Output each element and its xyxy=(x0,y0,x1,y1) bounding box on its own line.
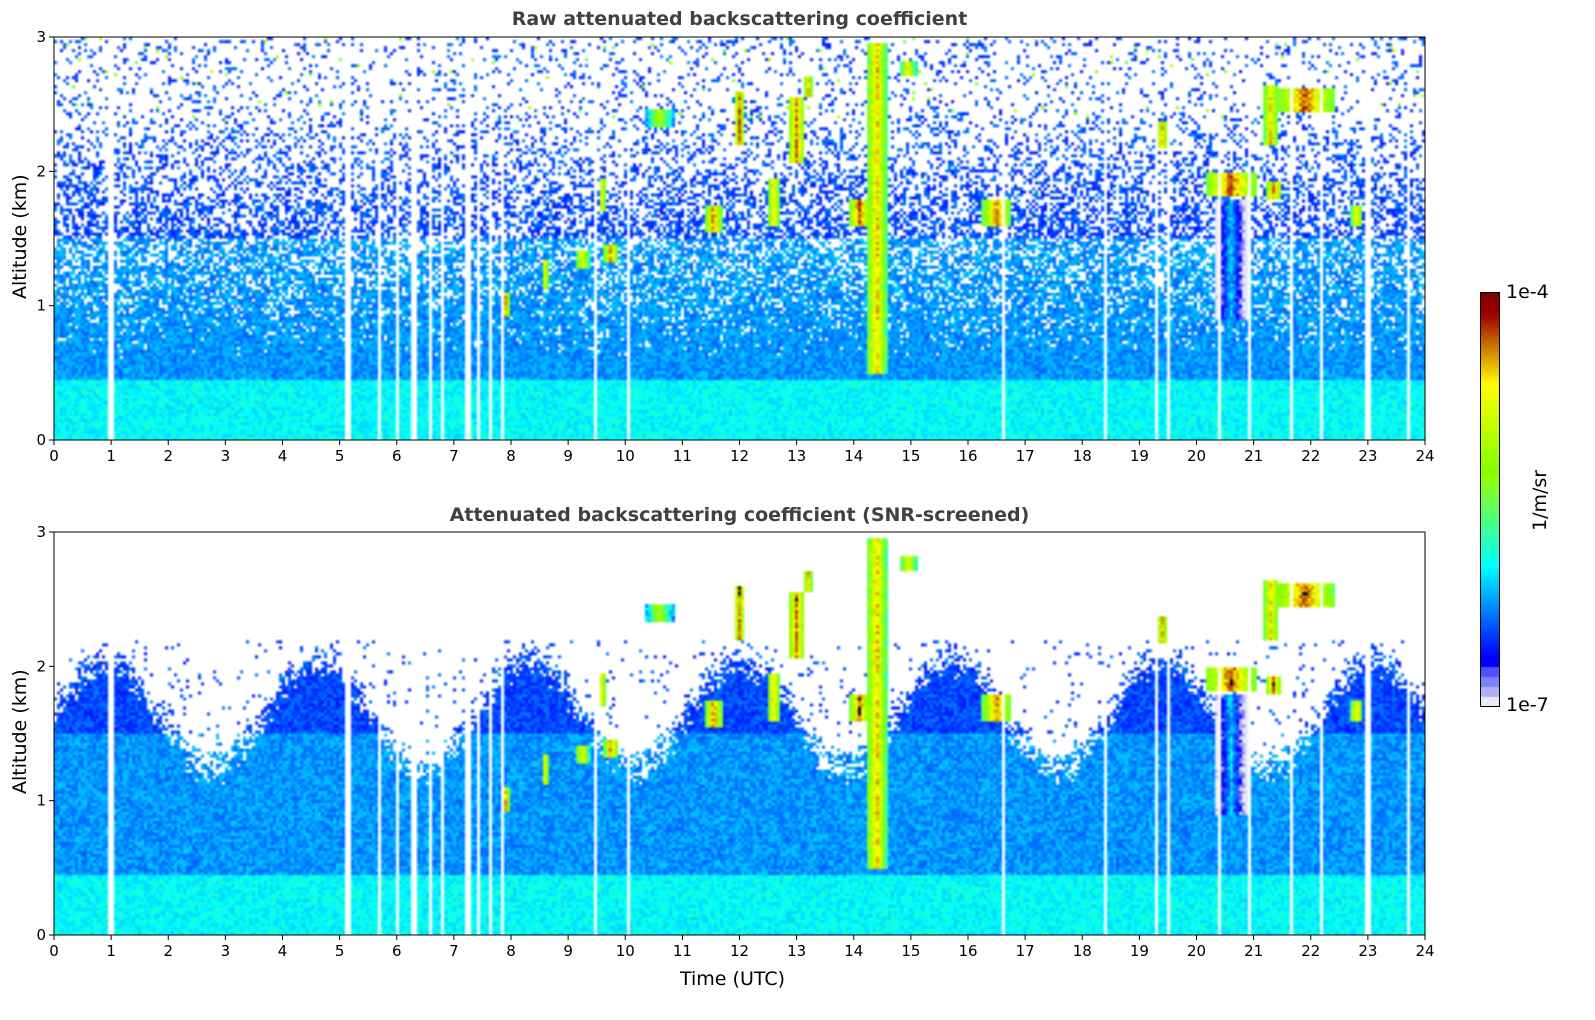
x-tick-label: 19 xyxy=(1130,447,1149,465)
x-tick-label: 21 xyxy=(1244,447,1263,465)
x-tick-label: 14 xyxy=(844,942,863,960)
x-tick-label: 1 xyxy=(106,447,116,465)
x-tick-label: 9 xyxy=(563,942,573,960)
x-tick-label: 9 xyxy=(563,447,573,465)
y-tick-label: 1 xyxy=(36,792,46,810)
x-tick-label: 4 xyxy=(278,942,288,960)
x-tick-label: 10 xyxy=(616,447,635,465)
y-tick-label: 2 xyxy=(36,162,46,180)
x-tick-label: 23 xyxy=(1358,942,1377,960)
x-tick-label: 6 xyxy=(392,942,402,960)
x-tick-label: 18 xyxy=(1073,942,1092,960)
x-tick-label: 18 xyxy=(1073,447,1092,465)
x-tick-label: 13 xyxy=(787,942,806,960)
colorbar-max-label: 1e-4 xyxy=(1506,281,1549,303)
x-tick-label: 6 xyxy=(392,447,402,465)
x-tick-label: 7 xyxy=(449,447,459,465)
x-tick-label: 15 xyxy=(901,942,920,960)
x-tick-label: 2 xyxy=(163,942,173,960)
x-tick-label: 3 xyxy=(221,942,231,960)
x-tick-label: 12 xyxy=(730,447,749,465)
x-tick-label: 22 xyxy=(1301,447,1320,465)
heatmap-screened xyxy=(54,532,1425,935)
y-tick-label: 1 xyxy=(36,297,46,315)
x-tick-label: 16 xyxy=(958,942,977,960)
x-tick-label: 5 xyxy=(335,942,345,960)
x-tick-label: 17 xyxy=(1016,942,1035,960)
y-tick-label: 3 xyxy=(36,523,46,541)
colorbar-min-label: 1e-7 xyxy=(1506,694,1549,716)
x-tick-label: 7 xyxy=(449,942,459,960)
x-tick-label: 17 xyxy=(1016,447,1035,465)
y-tick-label: 0 xyxy=(36,926,46,944)
x-tick-label: 10 xyxy=(616,942,635,960)
heatmap-raw xyxy=(54,37,1425,440)
x-tick-label: 16 xyxy=(958,447,977,465)
plot-frame xyxy=(53,531,1426,936)
chart-title-raw: Raw attenuated backscattering coefficien… xyxy=(511,8,968,30)
x-tick-label: 20 xyxy=(1187,447,1206,465)
x-tick-label: 20 xyxy=(1187,942,1206,960)
plot-frame xyxy=(53,36,1426,441)
colorbar xyxy=(1480,292,1500,707)
x-tick-label: 12 xyxy=(730,942,749,960)
x-tick-label: 11 xyxy=(673,942,692,960)
chart-title-screened: Attenuated backscattering coefficient (S… xyxy=(449,504,1030,526)
x-tick-label: 5 xyxy=(335,447,345,465)
x-tick-label: 21 xyxy=(1244,942,1263,960)
x-tick-label: 13 xyxy=(787,447,806,465)
x-tick-label: 24 xyxy=(1415,447,1434,465)
x-tick-label: 11 xyxy=(673,447,692,465)
x-tick-label: 4 xyxy=(278,447,288,465)
x-tick-label: 8 xyxy=(506,447,516,465)
y-axis-label-raw: Altitude (km) xyxy=(9,174,31,299)
x-tick-label: 0 xyxy=(49,942,59,960)
x-tick-label: 2 xyxy=(163,447,173,465)
x-tick-label: 14 xyxy=(844,447,863,465)
x-tick-label: 3 xyxy=(221,447,231,465)
x-tick-label: 22 xyxy=(1301,942,1320,960)
x-tick-label: 24 xyxy=(1415,942,1434,960)
x-tick-label: 23 xyxy=(1358,447,1377,465)
y-tick-label: 2 xyxy=(36,657,46,675)
x-tick-label: 19 xyxy=(1130,942,1149,960)
x-axis-label: Time (UTC) xyxy=(680,968,786,990)
y-axis-label-screened: Altitude (km) xyxy=(9,669,31,794)
colorbar-label: 1/m/sr xyxy=(1529,469,1551,531)
x-tick-label: 1 xyxy=(106,942,116,960)
y-tick-label: 3 xyxy=(36,28,46,46)
x-tick-label: 8 xyxy=(506,942,516,960)
x-tick-label: 0 xyxy=(49,447,59,465)
y-tick-label: 0 xyxy=(36,431,46,449)
x-tick-label: 15 xyxy=(901,447,920,465)
